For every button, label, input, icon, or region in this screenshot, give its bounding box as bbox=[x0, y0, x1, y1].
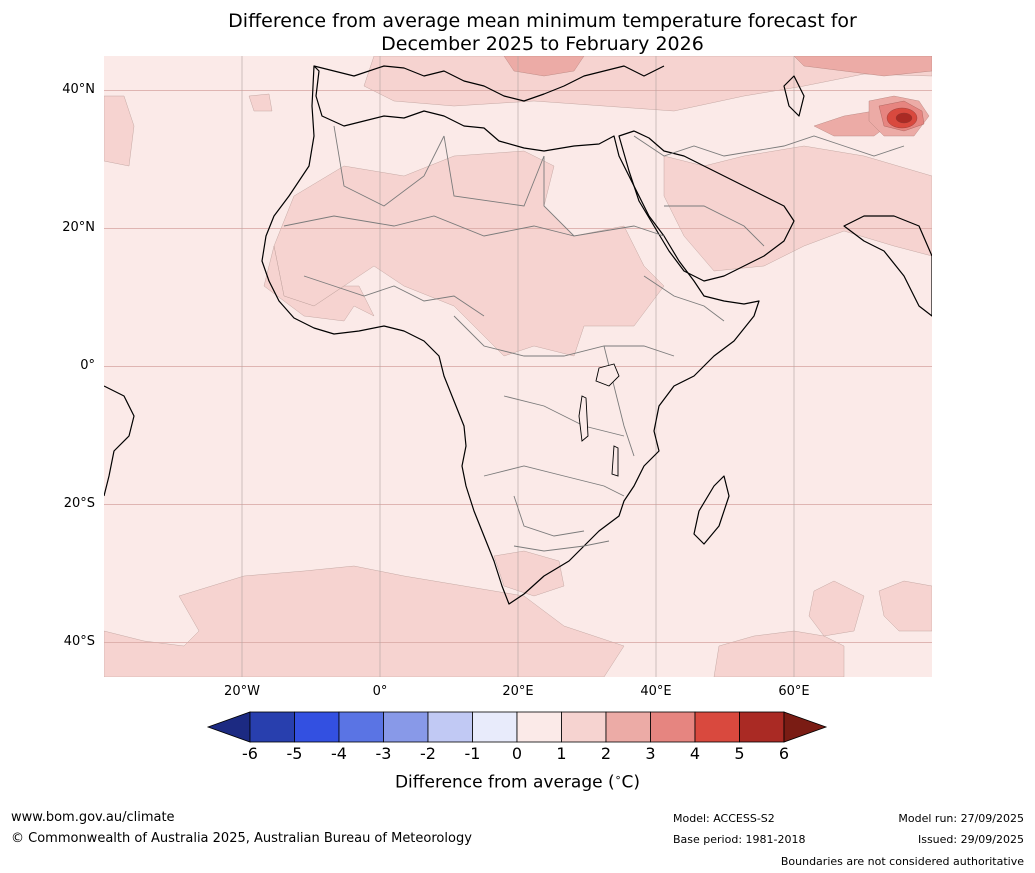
colorbar-box bbox=[338, 711, 384, 743]
anomaly-region-arabia bbox=[663, 145, 932, 272]
footer-website: www.bom.gov.au/climate bbox=[11, 810, 175, 825]
footer-copyright: © Commonwealth of Australia 2025, Austra… bbox=[11, 831, 472, 846]
lat-label-20s: 20°S bbox=[63, 496, 95, 511]
colorbar-box bbox=[249, 711, 295, 743]
lakes bbox=[578, 363, 620, 477]
footer-model-run: Model run: 27/09/2025 bbox=[898, 812, 1024, 825]
border-libya-egypt bbox=[443, 135, 545, 207]
degree-symbol: ∘ bbox=[614, 771, 622, 784]
gridlines-lon bbox=[241, 56, 795, 677]
border-arabia-inner bbox=[664, 205, 765, 247]
colorbar-box bbox=[472, 711, 518, 743]
colorbar-box bbox=[516, 711, 562, 743]
anomaly-region-southern-ocean-west bbox=[104, 565, 625, 677]
title-line-1: Difference from average mean minimum tem… bbox=[228, 10, 857, 32]
border-central-africa bbox=[453, 315, 675, 357]
anomaly-4-6-regions bbox=[886, 107, 918, 129]
colorbar-box bbox=[650, 711, 696, 743]
lat-label-0: 0° bbox=[80, 358, 95, 373]
colorbar-boxes bbox=[206, 711, 828, 743]
lake-tanganyika bbox=[578, 395, 589, 442]
colorbar-box bbox=[294, 711, 340, 743]
lake-victoria bbox=[595, 363, 620, 387]
coastline-europe bbox=[313, 65, 665, 102]
colorbar-arrow-right bbox=[783, 711, 828, 743]
lat-label-40n: 40°N bbox=[62, 82, 95, 97]
anomaly-region-sahara bbox=[273, 150, 665, 357]
colorbar-label-text: Difference from average ( bbox=[394, 772, 615, 793]
colorbar-box bbox=[605, 711, 651, 743]
map-title: Difference from average mean minimum tem… bbox=[0, 10, 1035, 56]
lat-label-40s: 40°S bbox=[63, 634, 95, 649]
title-line-2: December 2025 to February 2026 bbox=[381, 33, 704, 55]
coastline-africa bbox=[261, 65, 760, 605]
colorbar-tick-label: -4 bbox=[331, 744, 347, 763]
lon-label-20e: 20°E bbox=[502, 684, 534, 699]
anomaly-region-north-atlantic bbox=[104, 95, 135, 167]
coastline-india bbox=[843, 215, 932, 317]
country-boundaries bbox=[283, 125, 905, 552]
colorbar-label: Difference from average (∘C) bbox=[0, 771, 1035, 793]
border-ethiopia bbox=[643, 275, 725, 322]
border-southern-africa bbox=[483, 465, 625, 497]
colorbar-tick-label: -3 bbox=[375, 744, 392, 763]
anomaly-region-europe bbox=[363, 56, 932, 112]
border-sahel bbox=[283, 215, 575, 237]
border-namibia-botswana bbox=[513, 495, 585, 537]
anomaly-1-2-regions bbox=[104, 56, 932, 677]
lon-label-20w: 20°W bbox=[224, 684, 260, 699]
border-west-africa bbox=[303, 275, 485, 317]
anomaly-region-balkans bbox=[503, 56, 585, 77]
anomaly-region-west-africa bbox=[263, 245, 375, 322]
anomaly-region-south-africa bbox=[493, 550, 565, 597]
border-sudan bbox=[543, 156, 665, 237]
lake-malawi bbox=[611, 445, 619, 477]
colorbar-tick-label: 4 bbox=[689, 744, 701, 763]
colorbar bbox=[206, 711, 828, 743]
coastline-madagascar bbox=[693, 475, 730, 545]
lon-label-60e: 60°E bbox=[778, 684, 810, 699]
coastline-caspian bbox=[783, 75, 805, 117]
colorbar-unit: C) bbox=[621, 772, 641, 793]
coastline-arabia bbox=[618, 130, 795, 282]
coastline-south-america bbox=[104, 385, 135, 497]
border-maghreb bbox=[333, 125, 445, 207]
colorbar-tick-label: 2 bbox=[600, 744, 612, 763]
anomaly-region-far-east-ocean bbox=[808, 580, 865, 637]
colorbar-tick-label: 1 bbox=[556, 744, 567, 763]
colorbar-box bbox=[427, 711, 473, 743]
colorbar-tick-label: -1 bbox=[464, 744, 481, 763]
border-south-africa bbox=[513, 540, 610, 552]
footer-model: Model: ACCESS-S2 bbox=[673, 812, 775, 825]
colorbar-box bbox=[383, 711, 429, 743]
anomaly-region-central-asia bbox=[793, 56, 932, 77]
lat-label-20n: 20°N bbox=[62, 220, 95, 235]
colorbar-arrow-left bbox=[206, 711, 251, 743]
lon-label-40e: 40°E bbox=[640, 684, 672, 699]
colorbar-tick-label: 3 bbox=[645, 744, 656, 763]
colorbar-tick-label: 5 bbox=[734, 744, 745, 763]
colorbar-tick-label: -2 bbox=[420, 744, 436, 763]
colorbar-box bbox=[561, 711, 607, 743]
colorbar-tick-label: 0 bbox=[511, 744, 523, 763]
colorbar-box bbox=[694, 711, 740, 743]
forecast-map bbox=[104, 56, 932, 677]
footer-issued: Issued: 29/09/2025 bbox=[917, 833, 1024, 846]
coastlines bbox=[104, 65, 932, 605]
anomaly-region-himalaya-core bbox=[895, 112, 913, 124]
footer-disclaimer: Boundaries are not considered authoritat… bbox=[780, 855, 1024, 868]
colorbar-tick-label: -5 bbox=[286, 744, 303, 763]
colorbar-box bbox=[739, 711, 785, 743]
border-middle-east bbox=[633, 135, 905, 157]
anomaly-region-atlantic-blob bbox=[248, 93, 273, 112]
colorbar-tick-label: -6 bbox=[242, 744, 258, 763]
footer-base-period: Base period: 1981-2018 bbox=[673, 833, 806, 846]
border-drc-zambia bbox=[503, 395, 625, 437]
colorbar-tick-label: 6 bbox=[778, 744, 790, 763]
anomaly-region-indian-ocean-east bbox=[878, 580, 932, 632]
lon-label-0: 0° bbox=[372, 684, 388, 699]
